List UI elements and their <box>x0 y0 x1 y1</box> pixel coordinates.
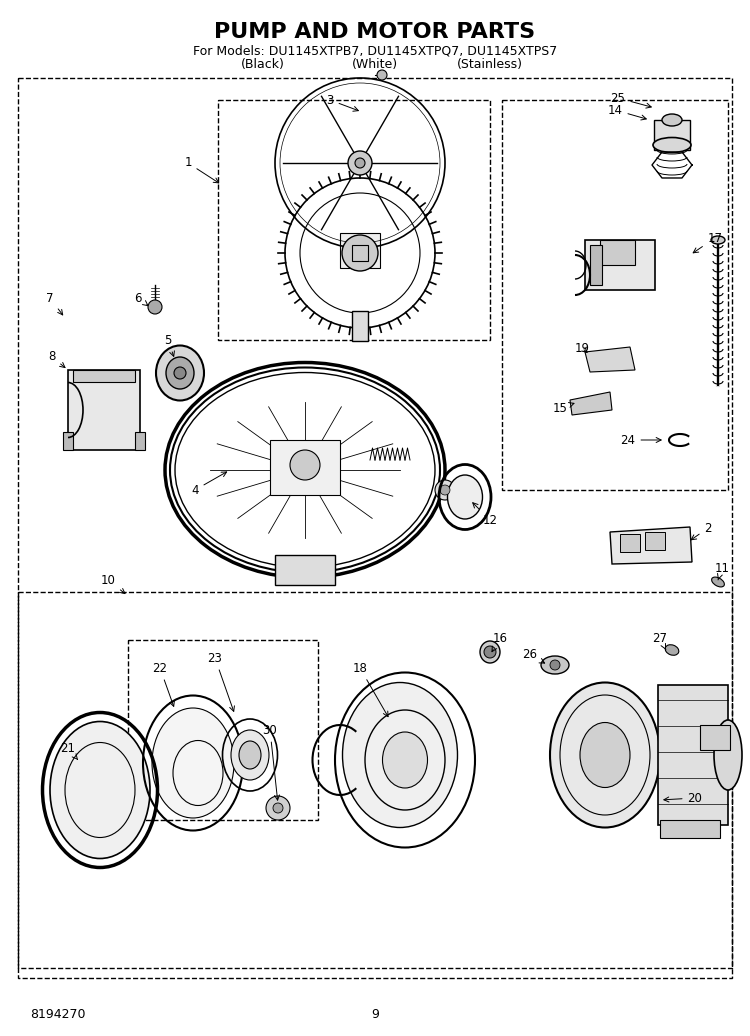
Text: For Models: DU1145XTPB7, DU1145XTPQ7, DU1145XTPS7: For Models: DU1145XTPB7, DU1145XTPQ7, DU… <box>193 44 557 57</box>
Bar <box>18 78 732 978</box>
Text: 18: 18 <box>352 662 388 717</box>
Text: 26: 26 <box>523 649 544 663</box>
Ellipse shape <box>653 138 691 152</box>
Text: 10: 10 <box>100 574 125 594</box>
Ellipse shape <box>711 236 725 244</box>
Bar <box>600 240 635 265</box>
Bar <box>585 240 655 290</box>
Text: 11: 11 <box>715 562 730 580</box>
Bar <box>352 311 368 341</box>
Circle shape <box>440 485 450 495</box>
Bar <box>275 555 335 585</box>
Circle shape <box>174 367 186 379</box>
Ellipse shape <box>382 732 427 788</box>
Ellipse shape <box>152 708 234 818</box>
Circle shape <box>342 235 378 271</box>
Bar <box>654 120 690 150</box>
Text: 27: 27 <box>652 632 668 650</box>
Bar <box>18 592 732 968</box>
Ellipse shape <box>231 730 269 780</box>
Circle shape <box>435 480 455 500</box>
Ellipse shape <box>480 641 500 663</box>
Text: 2: 2 <box>692 521 712 540</box>
Circle shape <box>348 151 372 175</box>
Bar <box>352 244 368 261</box>
Ellipse shape <box>712 577 724 587</box>
Circle shape <box>550 660 560 670</box>
Text: (Stainless): (Stainless) <box>457 58 523 71</box>
Text: 7: 7 <box>46 291 63 315</box>
Bar <box>73 370 135 382</box>
Circle shape <box>290 450 320 480</box>
Circle shape <box>273 803 283 813</box>
Text: 25: 25 <box>610 91 651 108</box>
Bar <box>135 432 145 450</box>
Ellipse shape <box>50 721 150 859</box>
Ellipse shape <box>156 345 204 401</box>
Polygon shape <box>585 347 635 372</box>
Text: 23: 23 <box>208 652 235 712</box>
Bar <box>340 233 380 268</box>
Text: 5: 5 <box>164 334 175 356</box>
Ellipse shape <box>580 722 630 787</box>
Ellipse shape <box>448 474 482 519</box>
Text: 15: 15 <box>553 402 574 414</box>
Text: 12: 12 <box>472 502 497 526</box>
Bar <box>270 440 340 495</box>
Polygon shape <box>570 392 612 415</box>
Text: (Black): (Black) <box>241 58 285 71</box>
Circle shape <box>266 796 290 821</box>
Text: 3: 3 <box>326 93 358 111</box>
Bar <box>590 244 602 285</box>
Text: 16: 16 <box>492 632 508 652</box>
Text: 17: 17 <box>693 231 722 253</box>
Text: PUMP AND MOTOR PARTS: PUMP AND MOTOR PARTS <box>214 22 536 42</box>
Ellipse shape <box>239 741 261 769</box>
Ellipse shape <box>343 683 458 828</box>
Bar <box>218 100 490 340</box>
Circle shape <box>148 300 162 314</box>
Bar <box>63 432 73 450</box>
Ellipse shape <box>541 656 569 674</box>
Ellipse shape <box>665 644 679 656</box>
Text: 30: 30 <box>262 723 280 800</box>
Ellipse shape <box>550 683 660 828</box>
Ellipse shape <box>714 720 742 790</box>
Text: 14: 14 <box>608 104 646 120</box>
Ellipse shape <box>166 357 194 388</box>
Bar <box>502 100 728 490</box>
Bar <box>700 725 730 750</box>
Text: 22: 22 <box>152 662 174 707</box>
Text: (White): (White) <box>352 58 398 71</box>
Bar <box>68 370 140 450</box>
Ellipse shape <box>662 114 682 126</box>
Circle shape <box>484 646 496 658</box>
Circle shape <box>377 70 387 80</box>
Text: 6: 6 <box>134 291 148 306</box>
Bar <box>128 640 318 821</box>
Circle shape <box>355 159 365 168</box>
Polygon shape <box>610 527 692 564</box>
Text: 4: 4 <box>191 472 226 496</box>
Text: 24: 24 <box>620 433 662 447</box>
Text: 9: 9 <box>371 1008 379 1021</box>
Bar <box>660 821 720 838</box>
Text: 21: 21 <box>61 742 77 759</box>
Text: 19: 19 <box>574 342 590 354</box>
Text: 8: 8 <box>48 350 65 368</box>
Ellipse shape <box>175 373 435 568</box>
Bar <box>620 534 640 552</box>
Text: 8194270: 8194270 <box>30 1008 86 1021</box>
Text: 20: 20 <box>664 792 703 805</box>
Bar <box>645 533 665 550</box>
Text: 1: 1 <box>184 156 219 183</box>
Bar <box>658 685 728 825</box>
